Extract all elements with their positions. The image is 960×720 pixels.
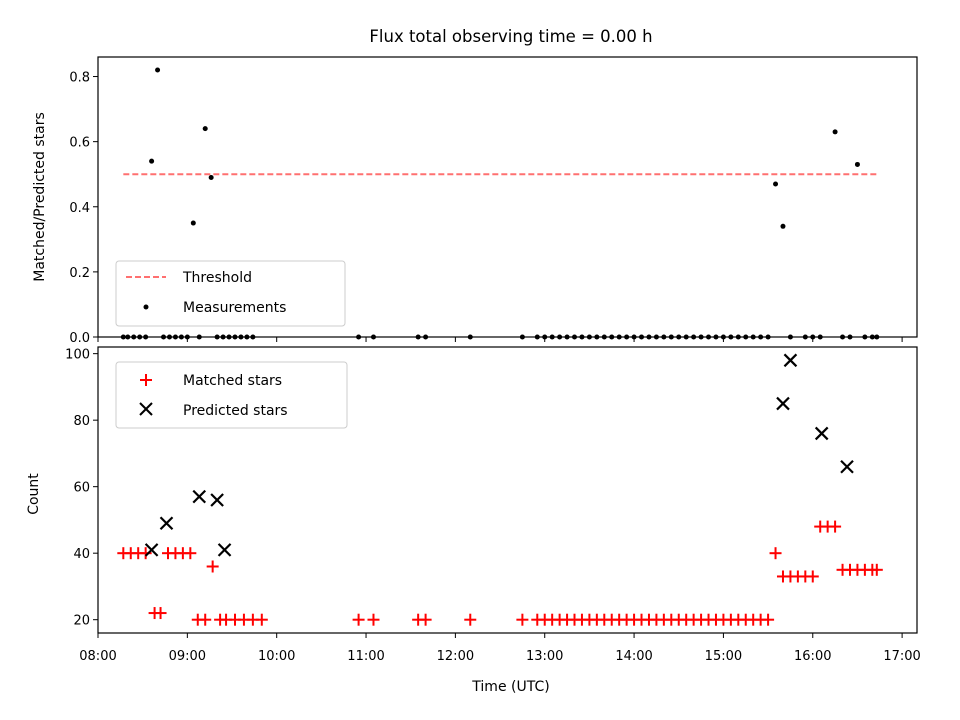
measurement-point bbox=[773, 181, 779, 187]
matched-star-point bbox=[352, 613, 365, 626]
bottom-legend-box bbox=[115, 361, 348, 429]
matched-legend-marker bbox=[140, 374, 152, 386]
top-y-tick-label: 0.0 bbox=[69, 331, 90, 346]
bottom-y-tick-label: 60 bbox=[73, 481, 90, 496]
bottom-x-tick-label: 14:00 bbox=[615, 649, 652, 664]
bottom-y-axis: 20 40 60 80 100 bbox=[65, 348, 98, 629]
bottom-x-tick-label: 11:00 bbox=[347, 649, 384, 664]
measurement-point bbox=[155, 67, 161, 73]
top-y-tick-label: 0.2 bbox=[69, 266, 90, 281]
top-panel: Flux total observing time = 0.00 h 0.00.… bbox=[32, 27, 918, 346]
bottom-x-tick-label: 10:00 bbox=[258, 649, 295, 664]
bottom-panel: 20 40 60 80 100 08:00 09:00 10:00 11:00 12:00 13:… bbox=[26, 346, 921, 695]
bottom-legend: Matched stars Predicted stars bbox=[115, 361, 348, 429]
matched-star-point bbox=[762, 613, 775, 626]
top-y-axis-label: Matched/Predicted stars bbox=[32, 112, 48, 282]
predicted-legend-marker bbox=[139, 402, 153, 416]
top-y-tick-label: 0.4 bbox=[69, 201, 90, 216]
top-y-tick-label: 0.8 bbox=[69, 71, 90, 86]
bottom-y-tick-label: 100 bbox=[65, 348, 90, 363]
bottom-plot-frame bbox=[97, 346, 918, 634]
bottom-x-tick-label: 08:00 bbox=[79, 649, 116, 664]
bottom-x-tick-label: 09:00 bbox=[169, 649, 206, 664]
measurement-point bbox=[780, 223, 786, 229]
bottom-x-axis-label: Time (UTC) bbox=[471, 679, 549, 695]
top-legend-box bbox=[115, 260, 346, 327]
chart-title: Flux total observing time = 0.00 h bbox=[369, 27, 652, 46]
measurement-point bbox=[202, 126, 208, 132]
bottom-plot-marks bbox=[117, 353, 883, 626]
matched-star-point bbox=[199, 613, 212, 626]
predicted-star-point bbox=[210, 493, 224, 507]
measurement-point bbox=[190, 220, 196, 226]
bottom-y-axis-label: Count bbox=[26, 473, 42, 515]
matched-legend-label: Matched stars bbox=[183, 373, 282, 389]
measurements-legend-marker bbox=[143, 304, 149, 310]
predicted-star-point bbox=[144, 543, 159, 557]
predicted-star-point bbox=[776, 396, 790, 411]
predicted-star-point bbox=[159, 516, 174, 531]
bottom-x-tick-label: 16:00 bbox=[794, 649, 831, 664]
bottom-x-tick-label: 12:00 bbox=[437, 649, 474, 664]
matched-star-point bbox=[806, 570, 819, 583]
matched-star-point bbox=[829, 520, 842, 533]
bottom-x-tick-label: 13:00 bbox=[526, 649, 563, 664]
measurements-legend-label: Measurements bbox=[183, 300, 286, 316]
threshold-legend-label: Threshold bbox=[182, 270, 252, 286]
top-y-tick-label: 0.6 bbox=[69, 136, 90, 151]
predicted-star-point bbox=[192, 489, 207, 504]
top-legend: Threshold Measurements bbox=[115, 260, 346, 327]
predicted-star-point bbox=[814, 426, 829, 441]
matched-star-point bbox=[206, 560, 219, 573]
matched-star-point bbox=[464, 613, 477, 626]
bottom-y-tick-label: 20 bbox=[73, 614, 90, 629]
measurement-point bbox=[854, 161, 860, 167]
matched-star-point bbox=[769, 547, 782, 560]
matched-star-point bbox=[154, 607, 167, 620]
measurement-point bbox=[149, 158, 155, 164]
matched-star-point bbox=[419, 613, 432, 626]
matched-star-point bbox=[367, 613, 380, 626]
top-y-axis: 0.0 0.2 0.4 0.6 0.8 bbox=[69, 71, 98, 346]
bottom-x-axis: 08:00 09:00 10:00 11:00 12:00 13:00 14:00 15:00… bbox=[79, 633, 921, 664]
predicted-star-point bbox=[217, 543, 232, 557]
predicted-star-point bbox=[783, 353, 798, 368]
bottom-y-tick-label: 80 bbox=[73, 414, 90, 429]
top-x-ticks bbox=[97, 337, 903, 342]
matched-star-point bbox=[255, 613, 268, 626]
matched-star-point bbox=[870, 563, 883, 576]
measurement-point bbox=[208, 174, 214, 180]
matched-star-point bbox=[516, 613, 529, 626]
top-plot-frame bbox=[97, 56, 918, 338]
predicted-star-point bbox=[840, 459, 854, 474]
bottom-y-tick-label: 40 bbox=[73, 547, 90, 562]
bottom-x-tick-label: 17:00 bbox=[883, 649, 920, 664]
bottom-x-tick-label: 15:00 bbox=[705, 649, 742, 664]
predicted-legend-label: Predicted stars bbox=[183, 403, 288, 419]
measurement-point bbox=[832, 129, 838, 135]
matched-star-point bbox=[184, 547, 197, 560]
